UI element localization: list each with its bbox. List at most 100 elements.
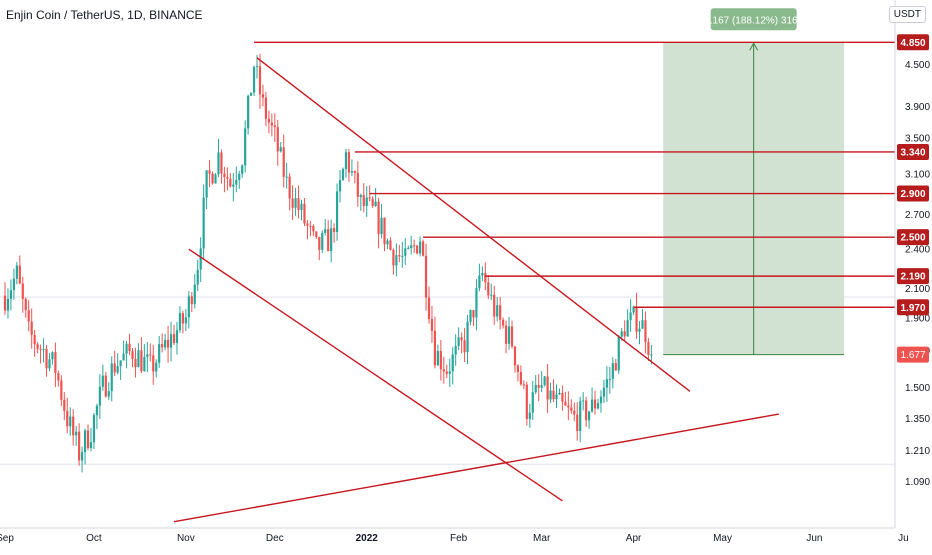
candle-body (534, 384, 537, 393)
candle-body (374, 201, 377, 207)
candle-body (602, 387, 606, 397)
candle-body (252, 66, 256, 93)
candle-body (519, 372, 523, 385)
candle-body (629, 312, 632, 321)
candle-body (312, 226, 315, 232)
candle-body (341, 169, 345, 181)
candle-body (54, 352, 57, 374)
candle-body (338, 180, 342, 192)
candle-body (401, 255, 404, 257)
candle-body (238, 173, 241, 180)
candle-body (472, 310, 475, 318)
candle-body (561, 393, 564, 402)
trend-line-rising-support (173, 413, 779, 523)
candle-body (199, 248, 202, 270)
candle-body (72, 416, 75, 436)
candle-body (347, 152, 351, 173)
candle-body (161, 344, 164, 348)
candle-body (3, 295, 7, 311)
candle-body (588, 411, 591, 421)
candle-body (647, 342, 650, 355)
time-tick-label: Sep (0, 533, 14, 544)
candle-body (89, 442, 93, 449)
level-label: 2.500 (900, 233, 925, 244)
candle-body (516, 365, 520, 373)
candle-body (540, 385, 543, 388)
candle-body (172, 334, 176, 343)
candle-body (404, 248, 407, 256)
candle-body (15, 265, 18, 279)
candle-body (433, 330, 437, 366)
candle-body (487, 282, 490, 296)
candle-body (143, 357, 146, 372)
price-tick-label: 2.400 (905, 245, 930, 256)
candle-body (164, 339, 167, 348)
candle-body (576, 414, 579, 432)
candle-body (502, 319, 505, 326)
price-tick-label: 2.100 (905, 284, 930, 295)
candle-body (448, 371, 451, 374)
trend-line-lower-channel (188, 248, 563, 502)
candle-body (226, 177, 229, 179)
candle-body (175, 330, 179, 343)
price-axis-bg[interactable] (895, 0, 932, 528)
candle-body (214, 174, 217, 184)
price-tick-label: 3.100 (905, 169, 930, 180)
price-tick-label: 2.700 (905, 210, 930, 221)
candle-body (365, 197, 368, 206)
time-tick-label: Ju (898, 533, 909, 544)
candle-body (152, 355, 155, 372)
candle-body (635, 306, 638, 332)
price-tick-label: 1.350 (905, 414, 930, 425)
candle-body (596, 403, 600, 409)
price-tick-label: 3.900 (905, 102, 930, 113)
candle-body (593, 399, 597, 409)
candle-body (30, 321, 33, 335)
price-tick-label: 4.500 (905, 60, 930, 71)
candle-body (321, 232, 324, 250)
candle-body (241, 165, 244, 174)
candle-body (638, 328, 641, 332)
candle-body (140, 350, 143, 372)
candle-body (184, 317, 187, 324)
candle-body (558, 393, 561, 395)
candle-body (33, 334, 36, 345)
candle-body (330, 228, 333, 252)
candle-body (36, 344, 39, 349)
candle-body (116, 366, 119, 373)
candle-body (220, 152, 223, 174)
candle-body (570, 407, 573, 411)
time-axis-bg[interactable] (0, 528, 932, 550)
candle-body (371, 198, 374, 207)
candle-body (297, 198, 300, 211)
candle-body (78, 431, 81, 461)
candle-body (208, 170, 211, 174)
last-price-bg (897, 346, 929, 363)
candle-body (27, 310, 30, 322)
candle-body (315, 231, 318, 238)
candle-body (626, 320, 629, 337)
candle-body (51, 352, 54, 360)
candle-body (69, 416, 72, 427)
candle-body (196, 269, 199, 285)
candle-body (481, 272, 484, 276)
candle-body (232, 184, 235, 187)
currency-button[interactable]: USDT (888, 6, 926, 23)
candle-body (249, 92, 253, 96)
time-tick-label: Apr (626, 533, 642, 544)
time-tick-label: Oct (86, 533, 102, 544)
candle-body (324, 229, 327, 233)
candle-body (386, 240, 389, 245)
candle-body (460, 337, 463, 341)
candle-body (303, 203, 306, 224)
candle-body (641, 320, 644, 329)
candle-body (392, 249, 395, 266)
candle-body (95, 405, 99, 416)
candle-body (258, 66, 262, 95)
candle-body (424, 255, 428, 298)
candle-body (273, 125, 276, 128)
price-tick-label: 1.210 (905, 446, 930, 457)
candle-body (430, 318, 434, 331)
